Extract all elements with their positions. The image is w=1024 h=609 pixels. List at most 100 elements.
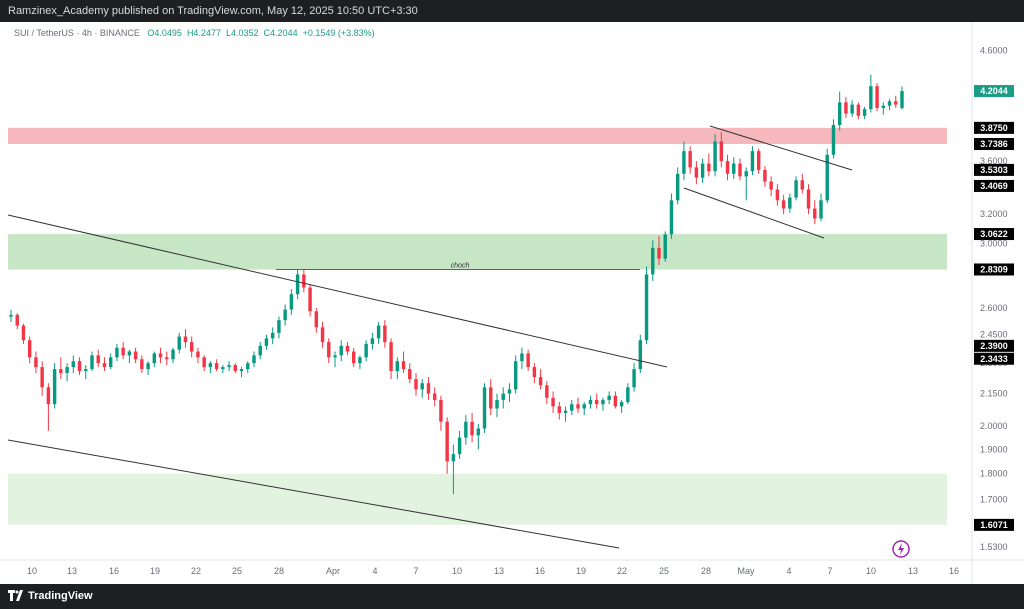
flag-upper-line [709,125,853,171]
candle-body [40,367,44,388]
candle-body [601,399,605,405]
low-value: L4.0352 [225,28,259,38]
candle-body [252,355,256,364]
candle-body [189,342,194,352]
candle-body [520,353,524,362]
candle-body [426,383,431,394]
y-tick-label: 1.5300 [980,542,1008,552]
price-tag-label: 3.5303 [980,165,1008,175]
candle-body [314,311,319,328]
candle-body [183,336,188,343]
candle-body [233,365,238,372]
candle-body [27,340,32,358]
lightning-bolt-icon [898,543,904,555]
candle-body [370,338,375,344]
candle-body [613,395,618,407]
y-tick-label: 3.6000 [980,156,1008,166]
price-tag-label: 2.8309 [980,264,1008,274]
price-tag-label: 3.4069 [980,181,1008,191]
lightning-icon [892,540,910,558]
candle-body [121,347,125,356]
candle-body [270,332,275,339]
x-tick-label: 10 [452,566,462,576]
candle-body [657,247,661,259]
x-tick-label: 13 [494,566,504,576]
candle-body [501,393,505,400]
x-tick-label: May [737,566,755,576]
candle-body [108,357,113,368]
y-tick-label: 1.8000 [980,469,1008,479]
price-tag [974,85,1014,98]
candle-body [283,309,287,321]
x-tick-label: 4 [786,566,791,576]
candle-body [214,363,219,370]
candle-body [632,369,636,388]
candle-body [15,314,19,326]
candle-body [570,404,574,411]
candle-body [464,421,468,438]
candle-body [837,102,842,125]
candle-body [507,389,512,394]
candle-body [781,200,786,209]
price-tag-label: 3.8750 [980,123,1008,133]
candle-body [688,151,692,168]
candle-body [551,397,555,407]
open-value: O4.0495 [147,28,182,38]
price-tag [974,352,1014,365]
price-tag [974,263,1014,276]
candle-body [869,86,873,110]
candle-body [588,399,593,405]
choch-label: choch [451,262,470,269]
candle-body [227,365,231,368]
price-tag-label: 3.7386 [980,139,1008,149]
footer-brand: TradingView [28,590,93,602]
candle-body [165,357,169,360]
candle-body [258,345,262,356]
candle-body [77,361,82,372]
price-tag [974,518,1014,531]
y-tick-label: 3.0000 [980,238,1008,248]
x-tick-label: 4 [372,566,377,576]
candle-body [364,343,368,358]
candle-body [894,101,898,105]
y-tick-label: 2.0000 [980,421,1008,431]
candle-body [856,104,861,116]
candle-body [482,387,487,429]
candle-body [221,367,225,370]
footer-bar: TradingView [0,584,1024,609]
candle-body [351,351,356,364]
candle-body [626,387,630,403]
candle-body [84,369,88,372]
candle-body [59,369,63,374]
x-tick-label: 13 [67,566,77,576]
candle-body [875,86,879,108]
candle-body [451,454,456,462]
x-tick-label: 22 [191,566,201,576]
support-zone [8,473,947,525]
candle-body [127,351,132,356]
candle-body [152,353,157,364]
candle-body [96,355,100,364]
candle-body [532,367,537,378]
publisher-bar: Ramzinex_Academy published on TradingVie… [0,0,1024,22]
chart-area[interactable]: 4.60004.20003.60003.20003.00002.60002.45… [0,22,1024,584]
candle-body [177,336,181,350]
price-tag [974,179,1014,192]
candle-body [844,102,848,114]
candle-body [763,169,767,182]
candle-body [395,361,400,372]
candle-body [46,387,51,405]
x-tick-label: 28 [274,566,284,576]
high-value: H4.2477 [186,28,221,38]
candle-body [264,338,269,346]
candle-body [302,274,306,288]
x-tick-label: 16 [535,566,545,576]
candle-body [239,369,244,372]
publisher-line: Ramzinex_Academy published on TradingVie… [8,5,418,17]
candle-body [825,154,829,201]
candle-body [862,109,867,116]
candle-body [401,361,406,370]
candle-body [408,369,412,380]
candle-body [788,197,792,209]
candle-body [651,247,655,275]
